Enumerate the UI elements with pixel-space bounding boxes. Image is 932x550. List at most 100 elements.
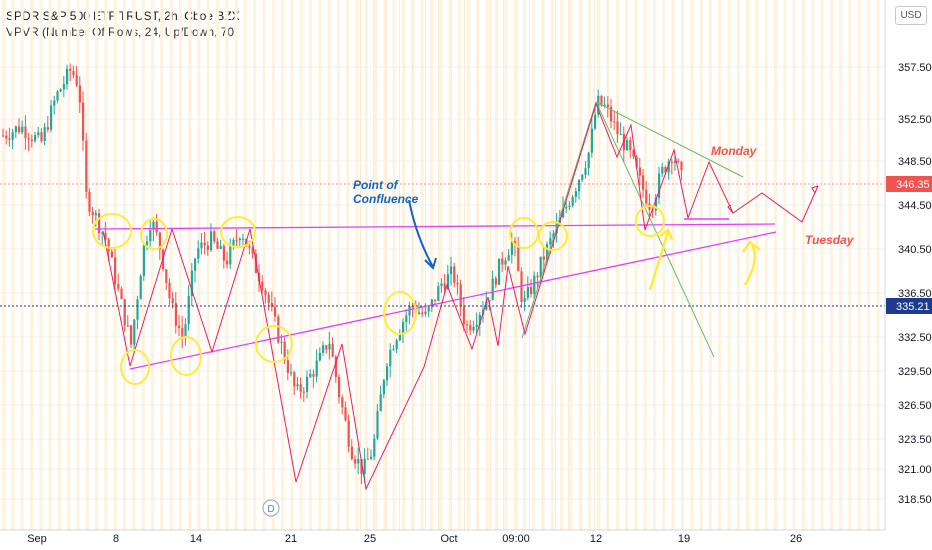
session-band bbox=[420, 0, 424, 530]
candle-body bbox=[360, 459, 363, 474]
candle-body bbox=[315, 360, 318, 377]
session-band bbox=[262, 0, 266, 530]
candle-body bbox=[82, 102, 85, 141]
candle-body bbox=[142, 245, 145, 276]
session-band bbox=[581, 0, 582, 530]
candle-body bbox=[587, 152, 590, 169]
session-band bbox=[718, 0, 722, 530]
session-band bbox=[448, 0, 452, 530]
candle-body bbox=[616, 121, 619, 135]
candle-body bbox=[2, 135, 5, 137]
candle-body bbox=[654, 197, 657, 211]
session-band bbox=[516, 0, 517, 530]
candle-body bbox=[523, 297, 526, 302]
session-band bbox=[360, 0, 361, 530]
candle-body bbox=[88, 191, 91, 212]
candle-body bbox=[187, 295, 190, 325]
candle-body bbox=[421, 312, 424, 315]
candle-body bbox=[613, 121, 616, 123]
dividend-marker bbox=[262, 499, 280, 517]
candle-body bbox=[37, 132, 40, 136]
candle-body bbox=[443, 283, 446, 290]
candle-body bbox=[222, 245, 225, 261]
candle-body bbox=[552, 233, 555, 239]
candle-body bbox=[50, 105, 53, 130]
gridlines bbox=[0, 66, 885, 500]
candle-body bbox=[667, 161, 670, 173]
candle-body bbox=[5, 135, 8, 139]
candle-body bbox=[158, 232, 161, 250]
time-tick-label: 14 bbox=[190, 533, 202, 545]
candle-body bbox=[171, 298, 174, 304]
candle-body bbox=[290, 372, 293, 374]
candle-body bbox=[510, 240, 513, 256]
session-band bbox=[234, 0, 238, 530]
candle-body bbox=[168, 282, 171, 299]
session-band bbox=[11, 0, 15, 530]
candle-body bbox=[104, 232, 107, 240]
candle-body bbox=[139, 275, 142, 300]
candle-body bbox=[584, 168, 587, 175]
candle-body bbox=[190, 270, 193, 296]
session-band bbox=[708, 0, 712, 530]
time-tick-label: Sep bbox=[27, 533, 47, 545]
price-label: 346.35 bbox=[896, 179, 930, 191]
currency-button[interactable]: USD bbox=[895, 6, 927, 25]
candle-body bbox=[658, 173, 661, 198]
candle-body bbox=[14, 126, 17, 133]
session-band bbox=[336, 0, 340, 530]
candle-body bbox=[507, 255, 510, 261]
session-band bbox=[555, 0, 556, 530]
candle-body bbox=[373, 438, 376, 457]
session-band bbox=[625, 0, 629, 530]
candle-body bbox=[386, 366, 389, 381]
session-band bbox=[594, 0, 595, 530]
highlight-circle bbox=[170, 336, 202, 376]
session-band bbox=[755, 0, 759, 530]
price-tick-label: 329.50 bbox=[898, 366, 932, 378]
candle-body bbox=[674, 160, 677, 163]
candle-body bbox=[581, 174, 584, 181]
candle-body bbox=[194, 258, 197, 271]
candle-body bbox=[370, 456, 373, 460]
candle-body bbox=[635, 156, 638, 168]
candle-body bbox=[677, 160, 680, 162]
session-band bbox=[522, 0, 526, 530]
candle-body bbox=[27, 138, 30, 140]
candle-body bbox=[133, 319, 136, 345]
session-band bbox=[568, 0, 569, 530]
candle-body bbox=[530, 287, 533, 295]
candle-body bbox=[597, 95, 600, 115]
candle-body bbox=[600, 95, 603, 106]
candle-body bbox=[328, 343, 331, 350]
session-band bbox=[690, 0, 694, 530]
session-band bbox=[150, 0, 154, 530]
candle-body bbox=[91, 211, 94, 216]
candle-body bbox=[155, 221, 158, 233]
candle-body bbox=[427, 307, 430, 312]
session-band bbox=[560, 0, 564, 530]
session-band bbox=[587, 0, 592, 530]
channel-top bbox=[595, 101, 744, 178]
session-band bbox=[820, 0, 824, 530]
candle-body bbox=[206, 245, 209, 251]
candle-body bbox=[238, 238, 241, 241]
candle-body bbox=[178, 325, 181, 328]
candle-body bbox=[574, 191, 577, 197]
candle-body bbox=[536, 275, 539, 278]
candle-body bbox=[18, 126, 21, 133]
candle-body bbox=[392, 349, 395, 351]
candle-body bbox=[8, 138, 11, 140]
candle-body bbox=[309, 373, 312, 377]
candle-body bbox=[405, 315, 408, 323]
candle-body bbox=[354, 459, 357, 464]
session-band bbox=[39, 0, 43, 530]
candle-body bbox=[341, 397, 344, 408]
candle-body bbox=[62, 84, 65, 90]
candle-body bbox=[94, 213, 97, 216]
candle-body bbox=[514, 240, 517, 246]
candle-body bbox=[11, 132, 14, 140]
monday-note: Monday bbox=[711, 144, 758, 158]
